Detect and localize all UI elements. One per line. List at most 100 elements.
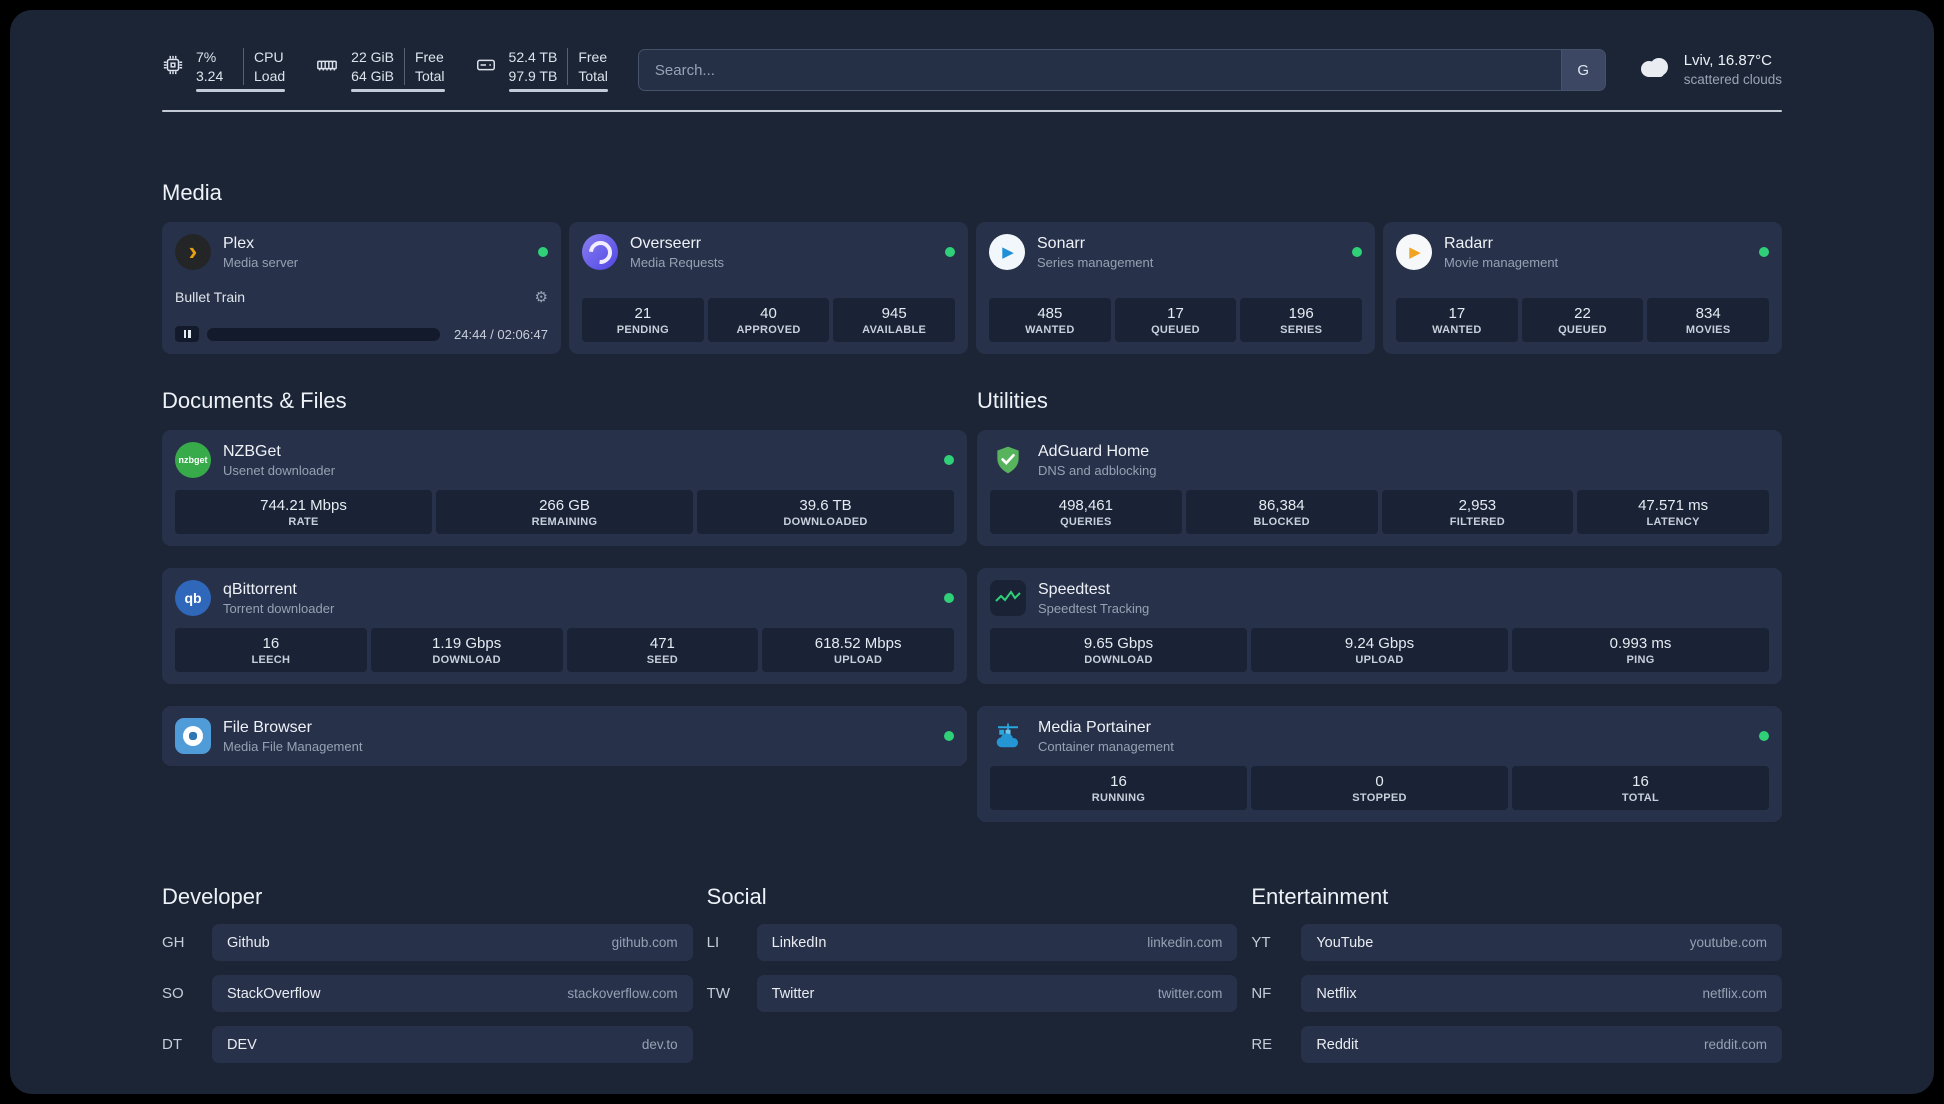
service-card-nzbget[interactable]: nzbget NZBGet Usenet downloader 744.21 M… bbox=[162, 430, 967, 546]
bookmark-github[interactable]: GH Github github.com bbox=[162, 924, 693, 961]
stat-tile: 17 QUEUED bbox=[1114, 298, 1237, 342]
bookmark-twitter[interactable]: TW Twitter twitter.com bbox=[707, 975, 1238, 1012]
gear-icon[interactable]: ⚙ bbox=[534, 289, 548, 306]
documents-column: Documents & Files nzbget NZBGet Usenet d… bbox=[162, 388, 967, 766]
stat-tile: 1.19 Gbps DOWNLOAD bbox=[370, 628, 563, 672]
bookmarks-social: Social LI LinkedIn linkedin.com TW Twitt… bbox=[707, 884, 1238, 1012]
stat-label: WANTED bbox=[1432, 324, 1482, 336]
bookmark-name: YouTube bbox=[1316, 934, 1374, 951]
stat-tile: 9.65 Gbps DOWNLOAD bbox=[990, 628, 1247, 672]
service-name: Media Portainer bbox=[1038, 718, 1151, 736]
stat-label: SERIES bbox=[1280, 324, 1323, 336]
stat-tile: 16 LEECH bbox=[175, 628, 367, 672]
service-name: NZBGet bbox=[223, 442, 281, 460]
bookmark-stackoverflow[interactable]: SO StackOverflow stackoverflow.com bbox=[162, 975, 693, 1012]
stat-tile: 498,461 QUERIES bbox=[990, 490, 1182, 534]
plex-icon: › bbox=[175, 234, 211, 270]
progress-track[interactable] bbox=[207, 327, 441, 341]
stat-label: UPLOAD bbox=[834, 654, 883, 666]
service-subtitle: Media server bbox=[223, 254, 299, 270]
stat-tile: 9.24 Gbps UPLOAD bbox=[1251, 628, 1508, 672]
section-title-documents: Documents & Files bbox=[162, 388, 347, 413]
bookmark-domain: dev.to bbox=[641, 1037, 678, 1052]
service-card-sonarr[interactable]: ▶ Sonarr Series management 485 WANTED bbox=[976, 222, 1375, 354]
disk-icon bbox=[475, 54, 497, 76]
memory-meter bbox=[351, 88, 445, 92]
memory-free-label: Free bbox=[414, 49, 444, 66]
stat-value: 0 bbox=[1375, 773, 1384, 790]
service-card-plex[interactable]: › Plex Media server Bullet Train ⚙ bbox=[162, 222, 561, 354]
bookmark-netflix[interactable]: NF Netflix netflix.com bbox=[1251, 975, 1782, 1012]
bookmarks-developer: Developer GH Github github.com SO StackO… bbox=[162, 884, 693, 1063]
stat-label: APPROVED bbox=[736, 324, 801, 336]
bookmark-name: Github bbox=[227, 934, 270, 951]
bookmark-domain: linkedin.com bbox=[1147, 935, 1223, 950]
bookmark-youtube[interactable]: YT YouTube youtube.com bbox=[1251, 924, 1782, 961]
cpu-widget: 7% 3.24 CPU Load bbox=[162, 48, 286, 92]
stat-value: 945 bbox=[881, 305, 907, 322]
bookmark-name: Reddit bbox=[1316, 1036, 1359, 1053]
service-subtitle: Movie management bbox=[1444, 254, 1559, 270]
bookmark-reddit[interactable]: RE Reddit reddit.com bbox=[1251, 1026, 1782, 1063]
service-subtitle: Series management bbox=[1037, 254, 1154, 270]
service-name: File Browser bbox=[223, 718, 312, 736]
filebrowser-icon bbox=[175, 718, 211, 754]
adguard-icon bbox=[990, 442, 1026, 478]
stat-value: 16 bbox=[1632, 773, 1649, 790]
service-name: qBittorrent bbox=[223, 580, 297, 598]
stat-tile: 17 WANTED bbox=[1396, 298, 1518, 342]
stat-label: QUERIES bbox=[1060, 516, 1112, 528]
cpu-load-value: 3.24 bbox=[196, 67, 224, 84]
stat-label: STOPPED bbox=[1352, 792, 1407, 804]
stat-tile: 86,384 BLOCKED bbox=[1185, 490, 1378, 534]
service-card-portainer[interactable]: Media Portainer Container management 16 … bbox=[977, 706, 1782, 822]
stat-value: 471 bbox=[649, 635, 675, 652]
stat-tile: 47.571 ms LATENCY bbox=[1577, 490, 1769, 534]
bookmark-abbr: TW bbox=[706, 985, 730, 1002]
status-dot bbox=[944, 731, 954, 741]
service-card-adguard[interactable]: AdGuard Home DNS and adblocking 498,461 … bbox=[977, 430, 1782, 546]
stat-value: 21 bbox=[634, 305, 652, 322]
section-title-utilities: Utilities bbox=[977, 388, 1048, 413]
service-subtitle: Container management bbox=[1038, 738, 1174, 754]
service-card-radarr[interactable]: ▶ Radarr Movie management 17 WANTED bbox=[1383, 222, 1782, 354]
stat-tile: 618.52 Mbps UPLOAD bbox=[762, 628, 954, 672]
bookmark-name: LinkedIn bbox=[771, 934, 827, 951]
cpu-usage-label: CPU bbox=[254, 49, 284, 66]
cpu-meter bbox=[196, 88, 286, 92]
stat-value: 485 bbox=[1037, 305, 1063, 322]
service-card-filebrowser[interactable]: File Browser Media File Management bbox=[162, 706, 967, 766]
stat-value: 196 bbox=[1288, 305, 1314, 322]
stat-value: 16 bbox=[262, 635, 280, 652]
stat-tile: 21 PENDING bbox=[582, 298, 704, 342]
qbittorrent-icon: qb bbox=[175, 580, 211, 616]
stat-label: RUNNING bbox=[1091, 792, 1146, 804]
service-subtitle: Media File Management bbox=[223, 738, 363, 754]
stat-label: QUEUED bbox=[1558, 324, 1607, 336]
section-title-developer: Developer bbox=[162, 884, 263, 909]
stat-tile: 196 SERIES bbox=[1240, 298, 1363, 342]
search-input[interactable] bbox=[638, 50, 1561, 90]
weather-location: Lviv, 16.87°C bbox=[1683, 51, 1772, 69]
cpu-usage-value: 7% bbox=[196, 49, 217, 66]
service-name: Radarr bbox=[1444, 234, 1493, 252]
service-name: AdGuard Home bbox=[1038, 442, 1150, 460]
stat-value: 0.993 ms bbox=[1609, 635, 1672, 652]
stat-tile: 39.6 TB DOWNLOADED bbox=[697, 490, 954, 534]
search-provider-button[interactable]: G bbox=[1560, 50, 1605, 90]
bookmark-abbr: LI bbox=[706, 934, 720, 951]
status-dot bbox=[1759, 247, 1769, 257]
stat-label: PENDING bbox=[616, 324, 669, 336]
service-subtitle: Usenet downloader bbox=[223, 462, 336, 478]
service-card-speedtest[interactable]: Speedtest Speedtest Tracking 9.65 Gbps D… bbox=[977, 568, 1782, 684]
bookmark-dev[interactable]: DT DEV dev.to bbox=[162, 1026, 693, 1063]
bookmark-domain: github.com bbox=[611, 935, 678, 950]
portainer-icon bbox=[990, 718, 1026, 754]
service-card-qbittorrent[interactable]: qb qBittorrent Torrent downloader 16 LEE… bbox=[162, 568, 967, 684]
status-dot bbox=[538, 247, 548, 257]
weather-widget: Lviv, 16.87°C scattered clouds bbox=[1636, 51, 1782, 89]
pause-button[interactable] bbox=[175, 326, 199, 342]
stat-label: REMAINING bbox=[531, 516, 598, 528]
bookmark-linkedin[interactable]: LI LinkedIn linkedin.com bbox=[707, 924, 1238, 961]
service-card-overseerr[interactable]: Overseerr Media Requests 21 PENDING 40 A… bbox=[569, 222, 968, 354]
